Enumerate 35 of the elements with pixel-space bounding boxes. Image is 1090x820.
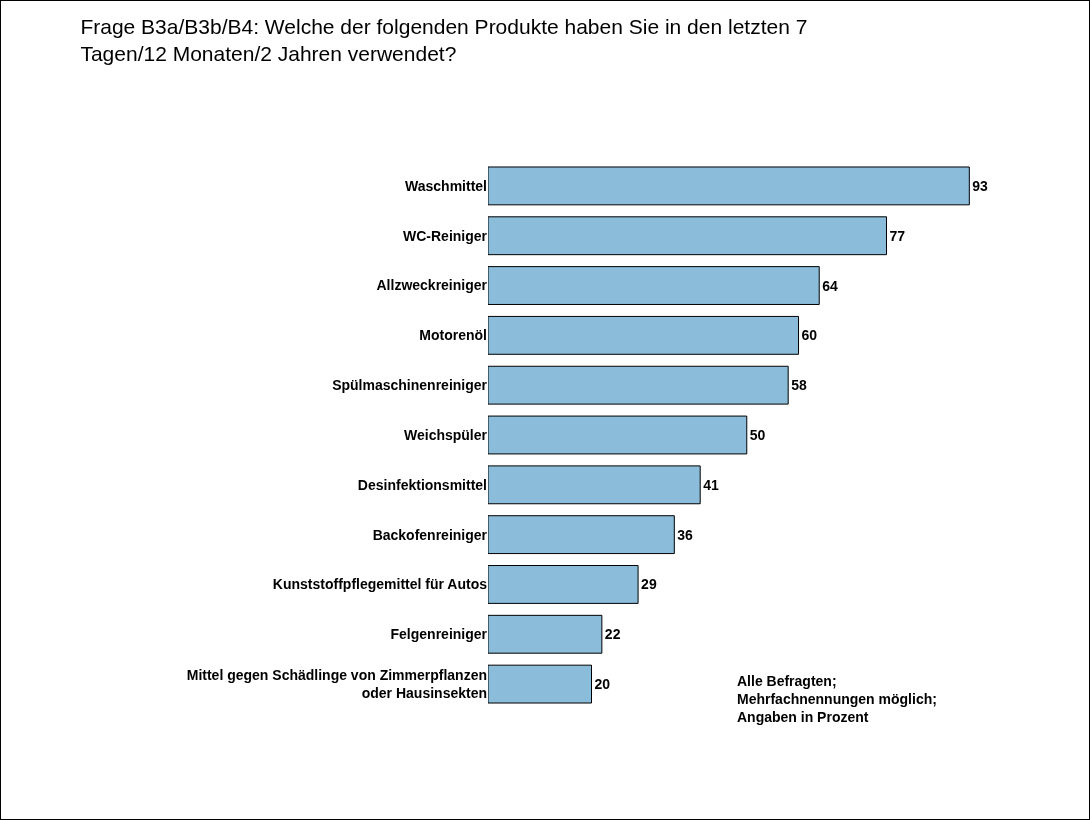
data-label: 77: [889, 227, 906, 244]
y-tick-label: Desinfektionsmittel: [357, 476, 487, 493]
bar: [488, 166, 970, 206]
data-label: 50: [749, 427, 766, 443]
bar: [488, 415, 748, 455]
data-label: 93: [972, 177, 989, 194]
y-tick-label: WC-Reiniger: [403, 227, 488, 244]
bar: [488, 266, 820, 305]
data-label: 41: [703, 476, 719, 493]
data-label: 22: [604, 626, 621, 643]
data-label: 29: [641, 576, 657, 593]
data-label: 64: [822, 277, 839, 294]
data-label: 20: [594, 676, 611, 693]
bar: [488, 315, 800, 355]
bar: [488, 565, 639, 604]
annotation: Alle Befragten; Mehrfachnennungen möglich; Angaben in Prozent: [737, 673, 937, 726]
y-tick-label: Mittel gegen Schädlinge von Zimmerpflanzen oder Hausinsekten: [186, 666, 487, 702]
y-tick-label: Allzweckreiniger: [376, 277, 488, 294]
y-tick-label: Backofenreiniger: [372, 526, 488, 543]
y-tick-label: Kunststoffpflegemittel für Autos: [272, 576, 488, 593]
y-tick-label: Motorenöl: [419, 327, 487, 344]
bar: [488, 365, 789, 405]
data-label: 58: [791, 377, 807, 394]
bar: [488, 515, 675, 555]
bar: [488, 465, 701, 505]
data-label: 36: [677, 526, 694, 543]
bar: [488, 614, 603, 654]
y-tick-label: Felgenreiniger: [390, 626, 488, 643]
chart-title: Frage B3a/B3b/B4: Welche der folgenden Produkte haben Sie in den letzten 7 Tagen/12 Monaten/2 Jahren verwendet?: [80, 14, 808, 66]
y-tick-label: Spülmaschinenreiniger: [332, 377, 488, 394]
data-label: 60: [801, 327, 818, 344]
y-tick-label: Waschmittel: [405, 177, 487, 194]
y-tick-label: Weichspüler: [404, 426, 488, 443]
bar: [488, 664, 593, 704]
bar: [488, 216, 888, 256]
